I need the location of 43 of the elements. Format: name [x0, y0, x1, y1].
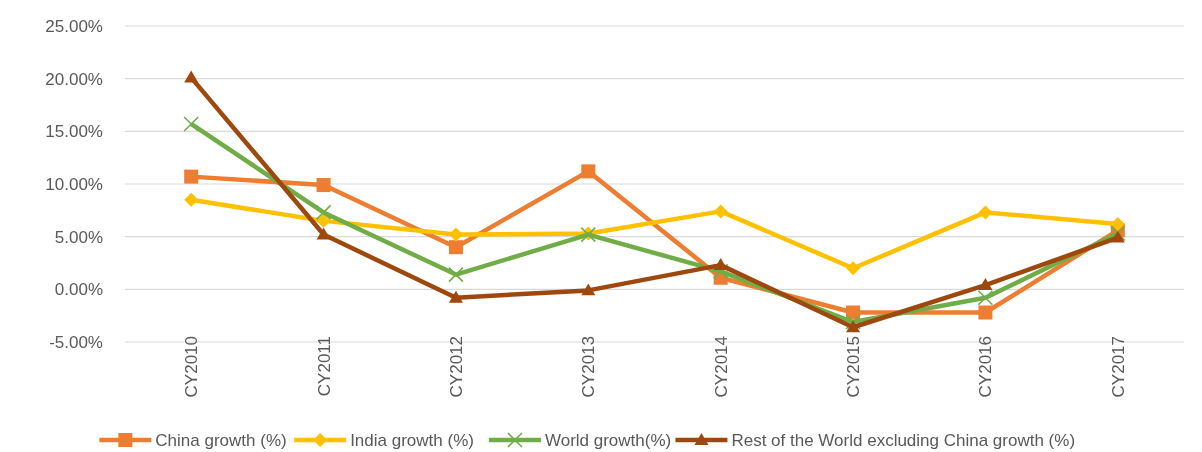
x-tick-label: CY2017	[1108, 336, 1128, 398]
legend-label: India growth (%)	[350, 430, 474, 450]
point	[315, 204, 332, 221]
y-tick-label: 10.00%	[45, 174, 103, 194]
point	[184, 169, 199, 184]
point	[1110, 217, 1125, 232]
point	[713, 204, 728, 219]
legend-label: World growth(%)	[544, 430, 672, 450]
point	[184, 70, 199, 83]
point	[846, 320, 861, 333]
point	[184, 192, 199, 207]
point	[846, 261, 861, 276]
point	[978, 278, 993, 291]
x-tick-label: CY2014	[711, 336, 731, 398]
point	[581, 283, 596, 296]
x-tick-label: CY2010	[182, 336, 202, 398]
point	[978, 205, 993, 220]
y-tick-label: -5.00%	[49, 332, 103, 352]
point	[581, 164, 596, 179]
point	[316, 213, 331, 228]
legend-label: Rest of the World excluding China growth (%)	[731, 430, 1076, 450]
x-tick-label: CY2016	[976, 336, 996, 398]
point	[316, 178, 331, 193]
y-tick-label: 25.00%	[45, 16, 103, 36]
x-tick-label: CY2015	[844, 336, 864, 398]
y-tick-label: 20.00%	[45, 69, 103, 89]
y-tick-label: 5.00%	[54, 227, 103, 247]
point	[448, 266, 464, 283]
x-tick-label: CY2013	[579, 336, 599, 398]
point	[978, 305, 993, 320]
point	[448, 240, 463, 255]
legend-label: China growth (%)	[155, 430, 287, 450]
y-tick-label: 15.00%	[45, 122, 103, 142]
x-tick-label: CY2012	[446, 336, 466, 398]
y-tick-label: 0.00%	[54, 280, 103, 300]
x-tick-label: CY2011	[314, 336, 334, 397]
point	[183, 116, 199, 132]
point	[316, 227, 331, 240]
point	[1110, 230, 1125, 243]
point	[448, 227, 463, 242]
point	[977, 289, 994, 306]
point	[448, 290, 463, 303]
point	[713, 258, 728, 271]
